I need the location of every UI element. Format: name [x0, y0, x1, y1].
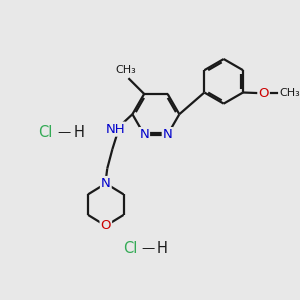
Text: Cl: Cl	[123, 241, 137, 256]
Text: CH₃: CH₃	[116, 65, 136, 75]
Text: —: —	[57, 126, 70, 139]
Text: N: N	[139, 128, 149, 141]
Text: N: N	[163, 128, 172, 141]
Text: CH₃: CH₃	[279, 88, 300, 98]
Text: H: H	[73, 125, 84, 140]
Text: H: H	[157, 241, 168, 256]
Text: O: O	[100, 219, 111, 232]
Text: Cl: Cl	[38, 125, 53, 140]
Text: N: N	[101, 177, 111, 190]
Text: NH: NH	[105, 123, 125, 136]
Text: O: O	[258, 87, 269, 100]
Text: —: —	[141, 242, 154, 255]
